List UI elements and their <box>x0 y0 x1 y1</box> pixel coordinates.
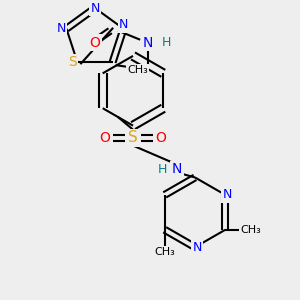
Text: S: S <box>128 130 138 145</box>
Text: H: H <box>161 36 171 49</box>
Text: O: O <box>90 36 101 50</box>
Text: N: N <box>192 241 202 254</box>
Text: N: N <box>172 163 182 176</box>
Text: O: O <box>100 130 110 145</box>
Text: N: N <box>90 2 100 15</box>
Text: N: N <box>119 18 128 31</box>
Text: CH₃: CH₃ <box>240 225 261 235</box>
Text: CH₃: CH₃ <box>127 65 148 75</box>
Text: N: N <box>57 22 66 35</box>
Text: O: O <box>156 130 167 145</box>
Text: N: N <box>223 188 232 201</box>
Text: CH₃: CH₃ <box>154 247 175 257</box>
Text: S: S <box>68 55 77 69</box>
Text: N: N <box>143 36 153 50</box>
Text: H: H <box>158 163 167 176</box>
